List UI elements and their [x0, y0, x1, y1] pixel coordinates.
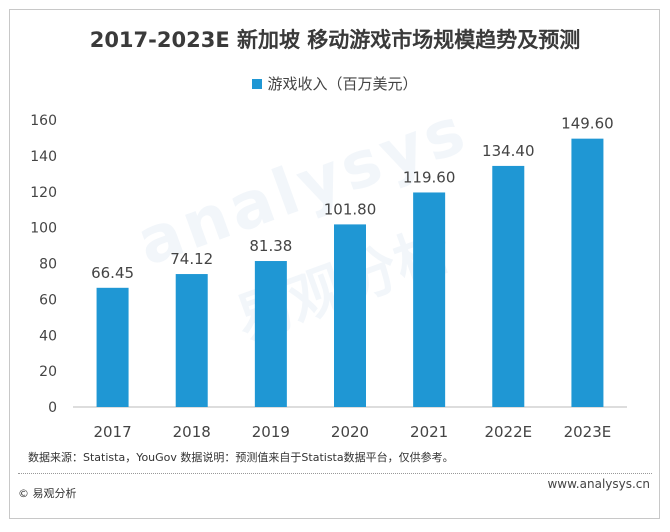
data-label: 119.60 — [403, 168, 456, 186]
bar — [254, 261, 287, 407]
x-tick-label: 2019 — [252, 423, 290, 441]
data-label: 149.60 — [561, 115, 614, 133]
bar — [96, 287, 129, 407]
data-label: 134.40 — [482, 142, 535, 160]
y-tick-label: 20 — [39, 364, 57, 380]
legend-swatch — [252, 79, 263, 89]
y-tick-label: 0 — [48, 400, 57, 416]
y-tick-label: 100 — [30, 221, 57, 237]
x-tick-label: 2021 — [410, 423, 448, 441]
legend: 游戏收入（百万美元） — [0, 73, 670, 94]
x-tick-label: 2018 — [173, 423, 211, 441]
bar — [334, 224, 366, 407]
data-label: 66.45 — [91, 264, 134, 282]
data-label: 81.38 — [249, 237, 292, 255]
source-note: 数据来源：Statista，YouGov 数据说明：预测值来自于Statista… — [28, 451, 454, 464]
y-tick-label: 60 — [39, 292, 57, 308]
divider — [18, 473, 652, 474]
y-tick-label: 120 — [30, 185, 57, 201]
y-tick-label: 160 — [30, 113, 57, 129]
chart-frame — [9, 9, 660, 519]
x-tick-label: 2022E — [484, 423, 532, 441]
website-url: www.analysys.cn — [547, 477, 650, 491]
y-tick-label: 140 — [30, 149, 57, 165]
bar — [413, 192, 446, 407]
bar — [492, 165, 525, 407]
legend-label: 游戏收入（百万美元） — [267, 75, 418, 93]
data-label: 101.80 — [324, 200, 377, 218]
y-tick-label: 40 — [39, 328, 57, 344]
bar — [175, 274, 208, 407]
y-tick-label: 80 — [39, 257, 57, 273]
copyright: © 易观分析 — [18, 487, 77, 500]
x-tick-label: 2020 — [331, 423, 369, 441]
x-tick-label: 2023E — [564, 423, 612, 441]
chart-title: 2017-2023E 新加坡 移动游戏市场规模趋势及预测 — [89, 28, 581, 52]
x-tick-label: 2017 — [93, 423, 131, 441]
data-label: 74.12 — [170, 250, 213, 268]
bar — [571, 138, 604, 407]
